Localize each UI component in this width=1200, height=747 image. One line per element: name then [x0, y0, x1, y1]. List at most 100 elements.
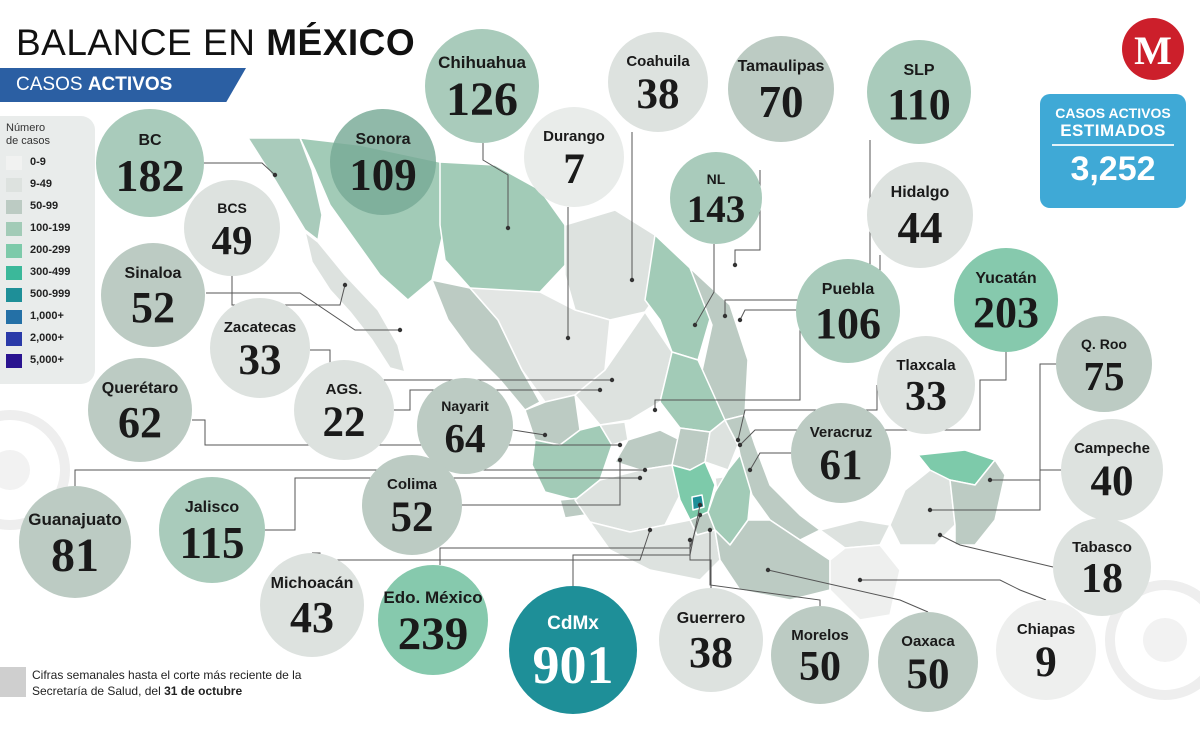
legend-label: 500-999	[30, 288, 71, 300]
state-name: Campeche	[1074, 440, 1150, 457]
state-name: Zacatecas	[223, 319, 297, 336]
state-bubble-ags: AGS. 22	[294, 360, 394, 460]
legend-title: Número de casos	[6, 122, 50, 148]
leader-line	[204, 162, 276, 176]
leader-dot	[692, 322, 698, 328]
state-name: SLP	[903, 62, 935, 79]
legend-swatch	[6, 244, 22, 258]
legend-label: 300-499	[30, 266, 71, 278]
leader-line	[930, 469, 1061, 511]
state-bubble-chihuahua: Chihuahua 126	[425, 29, 539, 143]
leader-dot	[747, 467, 753, 473]
leader-line	[739, 352, 1007, 446]
leader-line	[767, 569, 929, 613]
state-name: Puebla	[821, 281, 875, 298]
leader-line	[694, 244, 715, 326]
state-name: Guanajuato	[28, 510, 122, 529]
state-value: 901	[532, 635, 614, 695]
state-name: Yucatán	[975, 270, 1037, 287]
leader-dot	[707, 527, 713, 533]
state-value: 70	[758, 77, 804, 127]
state-value: 203	[973, 288, 1039, 337]
state-bubble-bc: BC 182	[96, 109, 204, 217]
leader-line	[394, 389, 600, 411]
legend-swatch	[6, 200, 22, 214]
brand-logo: M	[1122, 18, 1184, 80]
legend-item: 9-49	[6, 176, 91, 194]
state-value: 38	[689, 628, 733, 677]
legend-swatch	[6, 156, 22, 170]
state-bubble-zacatecas: Zacatecas 33	[210, 298, 310, 398]
state-bubble-edo-mexico: Edo. México 239	[378, 565, 488, 675]
map-region-chiapas	[829, 544, 901, 621]
state-bubble-cdmx: CdMx 901	[509, 586, 637, 714]
leader-dot	[732, 262, 738, 268]
state-value: 7	[563, 146, 585, 193]
state-value: 75	[1083, 353, 1125, 399]
state-bubble-tabasco: Tabasco 18	[1053, 518, 1151, 616]
leader-dot	[342, 282, 348, 288]
legend-label: 2,000+	[30, 332, 64, 344]
state-bubble-jalisco: Jalisco 115	[159, 477, 265, 583]
state-bubble-hidalgo: Hidalgo 44	[867, 162, 973, 268]
leader-line	[265, 477, 640, 531]
leader-dot	[937, 532, 943, 538]
leader-dot	[629, 277, 635, 283]
state-bubble-oaxaca: Oaxaca 50	[878, 612, 978, 712]
legend-item: 2,000+	[6, 330, 91, 348]
leader-dot	[597, 387, 603, 393]
leader-dot	[652, 407, 658, 413]
state-value: 106	[815, 299, 881, 348]
state-name: BCS	[217, 200, 247, 216]
leader-line	[860, 579, 1047, 601]
state-value: 50	[906, 651, 950, 698]
leader-dot	[737, 317, 743, 323]
state-value: 109	[349, 150, 417, 200]
legend-label: 50-99	[30, 200, 59, 212]
legend-swatch	[6, 222, 22, 236]
legend-item: 1,000+	[6, 308, 91, 326]
legend-swatch	[6, 178, 22, 192]
subtitle-banner: CASOS ACTIVOS	[0, 68, 246, 102]
state-value: 43	[290, 593, 334, 642]
legend-label: 9-49	[30, 178, 53, 190]
state-bubble-tamaulipas: Tamaulipas 70	[728, 36, 834, 142]
state-value: 9	[1035, 639, 1057, 686]
leader-dot	[565, 335, 571, 341]
footnote-line1: Cifras semanales hasta el corte más reci…	[32, 668, 302, 682]
state-bubble-bcs: BCS 49	[184, 180, 280, 276]
map-region-cdmx	[691, 494, 705, 511]
state-bubble-tlaxcala: Tlaxcala 33	[877, 336, 975, 434]
state-name: Hidalgo	[890, 184, 950, 201]
legend-label: 0-9	[30, 156, 46, 168]
state-name: Chihuahua	[438, 53, 526, 72]
subtitle-part2: ACTIVOS	[87, 74, 173, 95]
state-bubble-chiapas: Chiapas 9	[996, 600, 1096, 700]
footnote: Cifras semanales hasta el corte más reci…	[0, 667, 330, 707]
state-bubble-nl: NL 143	[670, 152, 762, 244]
state-bubble-coahuila: Coahuila 38	[608, 32, 708, 132]
state-value: 52	[131, 283, 175, 332]
leader-line	[689, 540, 712, 588]
leader-dot	[857, 577, 863, 583]
leader-line	[749, 452, 791, 471]
state-bubble-morelos: Morelos 50	[771, 606, 869, 704]
estimated-label-line1: CASOS ACTIVOS	[1055, 105, 1171, 121]
state-bubble-nayarit: Nayarit 64	[417, 378, 513, 474]
state-name: Morelos	[791, 627, 849, 644]
estimated-label-line2: ESTIMADOS	[1060, 121, 1166, 140]
page-title: BALANCE EN MÉXICO	[16, 22, 415, 64]
state-name: NL	[706, 171, 726, 187]
leader-line	[990, 363, 1058, 481]
legend-swatch	[6, 354, 22, 368]
state-bubble-puebla: Puebla 106	[796, 259, 900, 363]
legend-item: 0-9	[6, 154, 91, 172]
brand-logo-letter: M	[1134, 28, 1172, 73]
state-value: 18	[1081, 556, 1123, 602]
state-bubble-guanajuato: Guanajuato 81	[19, 486, 131, 598]
map-region-baja-california-sur	[304, 231, 406, 373]
state-value: 22	[322, 399, 366, 446]
legend-swatch	[6, 332, 22, 346]
subtitle-part1: CASOS	[16, 74, 88, 95]
leader-dot	[765, 567, 771, 573]
